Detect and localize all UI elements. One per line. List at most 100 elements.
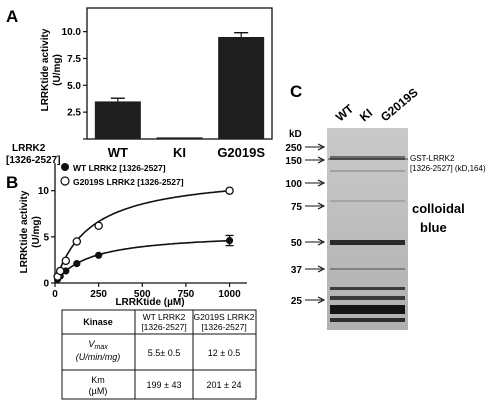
table-vmax-units: (U/min/mg) bbox=[76, 352, 121, 362]
table-header-wt-line1: WT LRRK2 bbox=[143, 312, 186, 322]
table-vmax-wt: 5.5± 0.5 bbox=[148, 348, 180, 358]
table-vmax-g2019s: 12 ± 0.5 bbox=[208, 348, 240, 358]
chart-b-xtick-label: 750 bbox=[178, 289, 195, 300]
point-wt bbox=[225, 236, 234, 245]
chart-b-ylabel-line1: LRRKtide activity bbox=[19, 190, 30, 273]
point-g2019s bbox=[225, 186, 234, 195]
chart-b-ylabel-line2: (U/mg) bbox=[31, 216, 42, 248]
bar-wt bbox=[94, 101, 141, 139]
chart-a-ytick-label: 5.0 bbox=[67, 81, 81, 92]
chart-a-ylabel-line2: (U/mg) bbox=[52, 54, 63, 86]
chart-a-ytick-label: 10.0 bbox=[62, 27, 82, 38]
marker-arrowhead-150 bbox=[317, 156, 326, 164]
marker-label-75: 75 bbox=[291, 202, 303, 213]
chart-b-data-points bbox=[53, 186, 234, 283]
point-g2019s bbox=[72, 237, 82, 246]
point-wt bbox=[95, 251, 103, 259]
chart-b-xtick-label: 250 bbox=[90, 289, 107, 300]
chart-b-legend: WT LRRK2 [1326-2527] G2019S LRRK2 [1326-… bbox=[60, 163, 184, 187]
chart-a-y-ticks: 2.5 5.0 7.5 10.0 bbox=[62, 27, 87, 140]
point-g2019s bbox=[94, 221, 103, 231]
gel-band-lower-1 bbox=[330, 287, 405, 290]
table-header-g2019s-line2: [1326-2527] bbox=[201, 322, 246, 332]
category-label-g2019s: G2019S bbox=[217, 145, 265, 160]
category-label-ki: KI bbox=[173, 145, 186, 160]
construct-label-line1: LRRK2 bbox=[12, 143, 46, 154]
legend-wt-marker bbox=[61, 163, 69, 171]
gel-band-bottom bbox=[330, 318, 405, 322]
marker-arrowhead-37 bbox=[317, 265, 326, 273]
bar-chart-a: 2.5 5.0 7.5 10.0 LRRKtide activity (U/mg) L… bbox=[6, 7, 273, 166]
marker-label-250: 250 bbox=[285, 143, 302, 154]
marker-arrowhead-100 bbox=[317, 179, 326, 187]
lane-label-g2019s: G2019S bbox=[378, 85, 421, 124]
fit-curve-g2019s bbox=[54, 190, 230, 284]
stain-label-line2: blue bbox=[420, 220, 447, 235]
gel-band-lrrk2 bbox=[330, 156, 405, 160]
category-label-wt: WT bbox=[108, 145, 128, 160]
chart-b-y-ticks: 0 5 10 bbox=[38, 186, 55, 290]
chart-b-xtick-label: 500 bbox=[134, 289, 151, 300]
chart-b-ytick-label: 0 bbox=[43, 279, 49, 290]
chart-b-xlabel: LRRKtide (µM) bbox=[115, 297, 184, 308]
marker-label-150: 150 bbox=[285, 156, 302, 167]
chart-a-ytick-label: 7.5 bbox=[67, 54, 81, 65]
gel-marker-ladder: 250 150 100 75 50 37 25 bbox=[285, 143, 408, 307]
table-km-label: Km bbox=[91, 375, 105, 385]
gel-band-faint-3 bbox=[330, 268, 405, 270]
lane-label-ki: KI bbox=[357, 106, 375, 124]
table-header-kinase: Kinase bbox=[83, 317, 113, 327]
marker-arrowhead-25 bbox=[317, 296, 326, 304]
bar-g2019s bbox=[218, 36, 265, 139]
table-border bbox=[61, 309, 257, 400]
kinetics-chart-b: 0 5 10 0 250 500 750 1000 LRRKtide activity (U… bbox=[19, 163, 247, 308]
point-g2019s bbox=[61, 256, 71, 266]
kinetics-table: Kinase WT LRRK2 [1326-2527] G2019S LRRK2… bbox=[61, 309, 257, 400]
chart-a-category-labels: WT KI G2019S bbox=[108, 145, 266, 160]
stain-label-line1: colloidal bbox=[412, 201, 465, 216]
chart-b-ytick-label: 10 bbox=[38, 186, 50, 197]
point-g2019s bbox=[55, 266, 65, 276]
fit-curve-wt bbox=[54, 239, 230, 284]
construct-label-line2: [1326-2527] bbox=[6, 155, 60, 166]
band-label-line2: [1326-2527] (kD,164) bbox=[410, 164, 486, 173]
chart-b-xtick-label: 1000 bbox=[218, 289, 241, 300]
panel-label-b: B bbox=[6, 173, 18, 192]
marker-label-100: 100 bbox=[285, 179, 302, 190]
chart-a-bars bbox=[94, 31, 265, 139]
marker-arrowhead-75 bbox=[317, 202, 326, 210]
chart-b-fit-curves bbox=[54, 190, 230, 284]
chart-b-ytick-label: 5 bbox=[43, 232, 49, 243]
legend-g2019s-label: G2019S LRRK2 [1326-2527] bbox=[73, 177, 184, 187]
band-label-line1: GST-LRRK2 bbox=[410, 154, 455, 163]
gel-band-faint-2 bbox=[330, 200, 405, 202]
point-wt bbox=[73, 260, 81, 268]
chart-a-ytick-label: 2.5 bbox=[67, 108, 81, 119]
table-header-g2019s-line1: G2019S LRRK2 bbox=[194, 312, 255, 322]
kd-label: kD bbox=[289, 129, 302, 140]
marker-arrowhead-250 bbox=[317, 143, 326, 151]
marker-arrowhead-50 bbox=[317, 238, 326, 246]
lane-label-wt: WT bbox=[333, 101, 357, 124]
table-km-wt: 199 ± 43 bbox=[147, 380, 182, 390]
table-header-wt-line2: [1326-2527] bbox=[141, 322, 186, 332]
gel-band-50 bbox=[330, 240, 405, 245]
legend-wt-label: WT LRRK2 [1326-2527] bbox=[73, 163, 166, 173]
gel-band-lower-2 bbox=[330, 296, 405, 300]
legend-g2019s-marker bbox=[60, 176, 70, 186]
bar-ki bbox=[156, 137, 203, 139]
table-km-units: (µM) bbox=[89, 386, 108, 396]
gel-band-faint-1 bbox=[330, 170, 405, 172]
chart-a-ylabel-line1: LRRKtide activity bbox=[40, 28, 51, 111]
chart-b-xtick-label: 0 bbox=[52, 289, 58, 300]
gel-lane-labels: WT KI G2019S bbox=[333, 85, 421, 124]
marker-label-25: 25 bbox=[291, 296, 303, 307]
table-km-g2019s: 201 ± 24 bbox=[207, 380, 242, 390]
gel-image bbox=[327, 128, 408, 330]
table-vmax-label: Vmax bbox=[88, 339, 108, 351]
gel-band-25 bbox=[330, 305, 405, 314]
panel-label-a: A bbox=[6, 7, 18, 26]
panel-label-c: C bbox=[290, 82, 302, 101]
marker-label-37: 37 bbox=[291, 265, 303, 276]
